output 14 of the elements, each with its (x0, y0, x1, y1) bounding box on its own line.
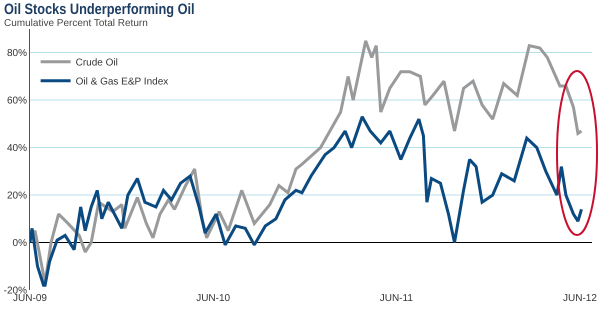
y-tick-label: 20% (6, 190, 28, 202)
x-tick-label: JUN-12 (563, 293, 598, 304)
legend-label: Oil & Gas E&P Index (76, 76, 168, 88)
legend-label: Crude Oil (76, 58, 118, 69)
line-series (30, 115, 583, 287)
y-tick-label: 0% (12, 238, 28, 250)
x-tick-label: JUN-09 (13, 293, 48, 304)
chart-title: Oil Stocks Underperforming Oil (4, 1, 195, 18)
x-tick-label: JUN-10 (196, 293, 231, 304)
x-tick-label: JUN-11 (380, 293, 414, 304)
y-tick-label: 60% (6, 96, 28, 107)
y-tick-label: 40% (6, 143, 28, 154)
y-tick-label: 80% (6, 48, 28, 60)
chart-subtitle: Cumulative Percent Total Return (4, 18, 149, 29)
